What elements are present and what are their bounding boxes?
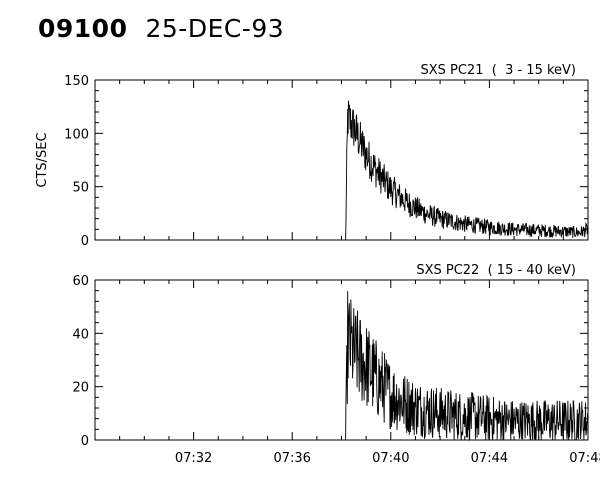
panel-2-title: SXS PC22 ( 15 - 40 keV) [416,263,576,278]
panel-2-xtick-label: 07:32 [175,451,212,466]
panel-2-ytick-label: 0 [81,434,89,449]
panel-2-ytick-label: 40 [72,327,89,342]
panel-1-series-1-line [95,100,589,241]
panel-2-xtick-label: 07:48 [569,451,600,466]
panel-1-frame [94,79,589,241]
panel-2-series-1-line [95,291,589,442]
panel-2-xtick-label: 07:36 [273,451,310,466]
panel-1-ylabel: CTS/SEC [35,132,50,187]
panel-1-title: SXS PC21 ( 3 - 15 keV) [420,63,576,78]
panel-2-ytick-label: 20 [72,381,89,396]
page-title: 09100 25-DEC-93 [38,14,284,43]
observation-date: 25-DEC-93 [145,14,285,43]
observation-id: 09100 [38,14,128,43]
panel-1-ytick-label: 150 [64,74,89,89]
panel-1-ytick-label: 0 [81,234,89,249]
panel-2-xtick-label: 07:40 [372,451,409,466]
panel-2-ytick-label: 60 [72,274,89,289]
panel-1-ytick-label: 100 [64,127,89,142]
panel-1-ytick-label: 50 [72,181,89,196]
panel-2-xtick-label: 07:44 [471,451,508,466]
